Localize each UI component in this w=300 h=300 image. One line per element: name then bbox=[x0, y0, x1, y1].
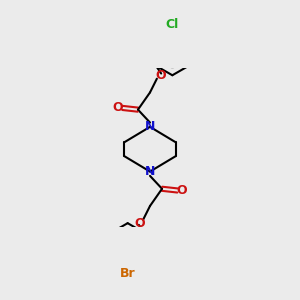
Text: O: O bbox=[113, 101, 124, 114]
Text: O: O bbox=[134, 217, 145, 230]
Text: Br: Br bbox=[120, 267, 136, 280]
Text: O: O bbox=[155, 69, 166, 82]
Text: N: N bbox=[145, 165, 155, 178]
Text: O: O bbox=[176, 184, 187, 197]
Text: N: N bbox=[145, 120, 155, 134]
Text: Cl: Cl bbox=[166, 18, 179, 32]
